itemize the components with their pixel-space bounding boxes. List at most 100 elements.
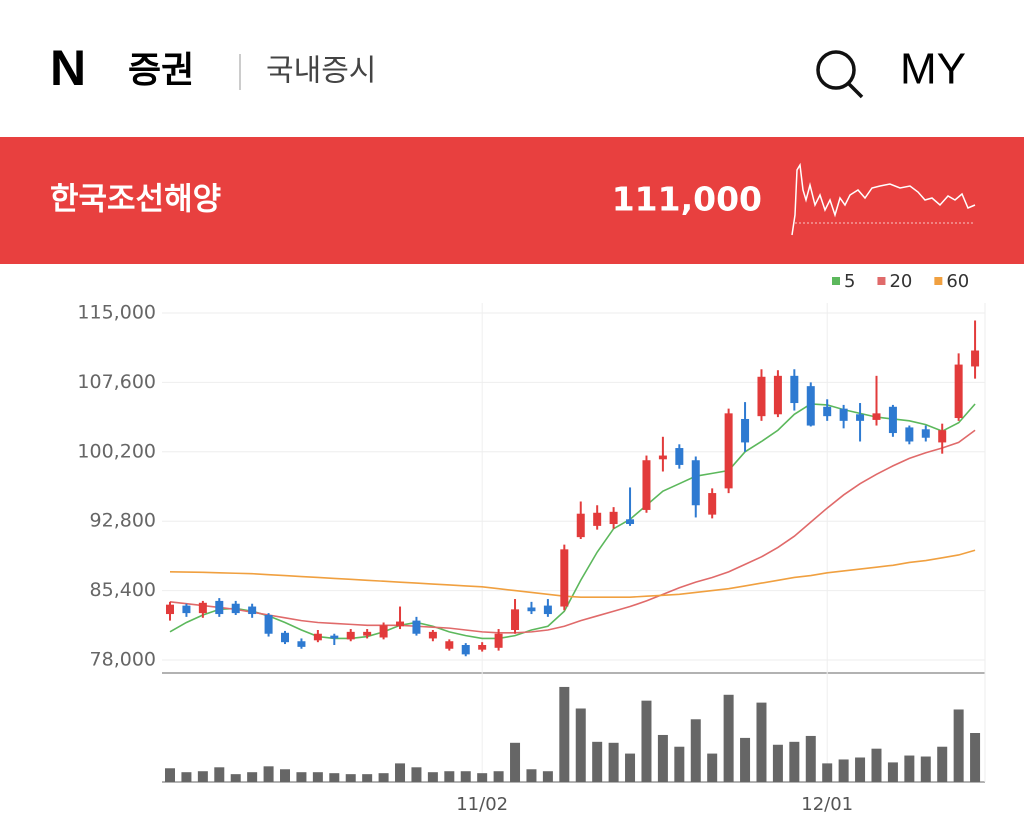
volume-bar [280,769,291,782]
volume-bar [871,748,882,782]
legend-swatch [877,277,886,285]
stock-banner [0,137,1024,264]
ma-line [169,549,976,598]
section[interactable]: 국내증시 [266,54,376,89]
y-tick-label: 107,600 [77,371,156,393]
volume-bar [263,766,274,782]
legend-label: 5 [844,271,855,292]
volume-bar [592,741,603,782]
stock-price: 111,000 [612,180,762,219]
candle-body [527,607,536,612]
candle-body [231,603,240,614]
volume-bar [362,774,373,782]
volume-bar [181,772,192,782]
candle-body [215,600,224,615]
volume-bar [723,694,734,782]
volume-bar [641,700,652,782]
candle-body [888,406,897,434]
candle-body [593,512,602,526]
volume-bar [510,742,521,782]
candle-body [198,602,207,614]
y-tick-label: 78,000 [90,649,156,671]
candle-body [396,621,405,627]
candle-body [938,430,947,443]
volume-bar [575,708,586,782]
candle-body [839,408,848,421]
candle-body [708,493,717,515]
volume-bar [789,741,800,782]
service[interactable]: 증권 [128,50,194,91]
candle-body [511,609,520,630]
candle-body [609,511,618,525]
legend-label: 60 [946,271,969,292]
candle-body [971,350,980,367]
candle-body [543,605,552,615]
volume-bar [953,709,964,782]
logo[interactable]: N [50,40,86,96]
volume-bar [674,746,685,782]
candle-body [675,448,684,465]
stock-name: 한국조선해양 [50,182,221,218]
candle-body [445,641,454,649]
candle-body [182,605,191,614]
volume-bar [165,768,175,782]
ma-line [169,429,976,634]
candle-body [658,455,667,460]
candle-body [264,614,273,634]
volume-bar [329,773,340,782]
volume-bar [822,763,833,782]
candle-body [642,460,651,510]
candle-body [166,604,174,615]
volume-bar [230,774,241,782]
candle-body [806,386,815,426]
volume-bar [805,735,816,782]
candle-body [248,606,257,615]
volume-bar [740,737,751,782]
volume-bar [427,772,438,782]
candle-body [626,519,635,525]
y-tick-label: 92,800 [90,510,156,532]
candle-body [691,460,700,506]
volume-bar [838,759,849,782]
candle-body [921,429,930,438]
candle-body [757,376,766,417]
volume-bar [772,744,783,782]
candle-body [741,418,750,443]
candle-body [560,549,569,607]
sparkline [791,162,976,236]
candle-body [330,635,339,639]
volume-bar [625,753,636,782]
volume-bar [477,773,488,782]
volume-bar [937,746,948,782]
candle-body [494,633,503,648]
candle-body [478,644,487,650]
search-icon[interactable] [816,50,864,99]
candle-body [576,513,585,538]
volume-bar [970,733,981,782]
legend-swatch [832,277,840,285]
candle-body [872,413,881,420]
candle-body [461,644,470,655]
legend-label: 20 [889,271,912,292]
volume-bar [608,742,619,782]
candle-body [905,427,914,442]
y-tick-label: 115,000 [77,302,156,324]
candle-body [773,375,782,415]
volume-bar [444,771,455,782]
legend-swatch [934,277,943,285]
volume-bar [493,771,504,782]
volume-bar [855,757,866,782]
volume-bar [296,772,307,782]
x-tick-label: 11/02 [456,794,508,815]
volume-bar [657,734,668,782]
volume-bar [247,772,258,782]
y-tick-label: 85,400 [90,579,156,601]
volume-bar [904,755,915,782]
my-link[interactable]: MY [900,45,966,94]
volume-bar [887,762,898,782]
volume-bar [312,772,323,782]
volume-bar [920,756,931,782]
volume-bar [559,686,570,782]
candle-body [856,414,865,421]
candle-body [346,631,355,640]
